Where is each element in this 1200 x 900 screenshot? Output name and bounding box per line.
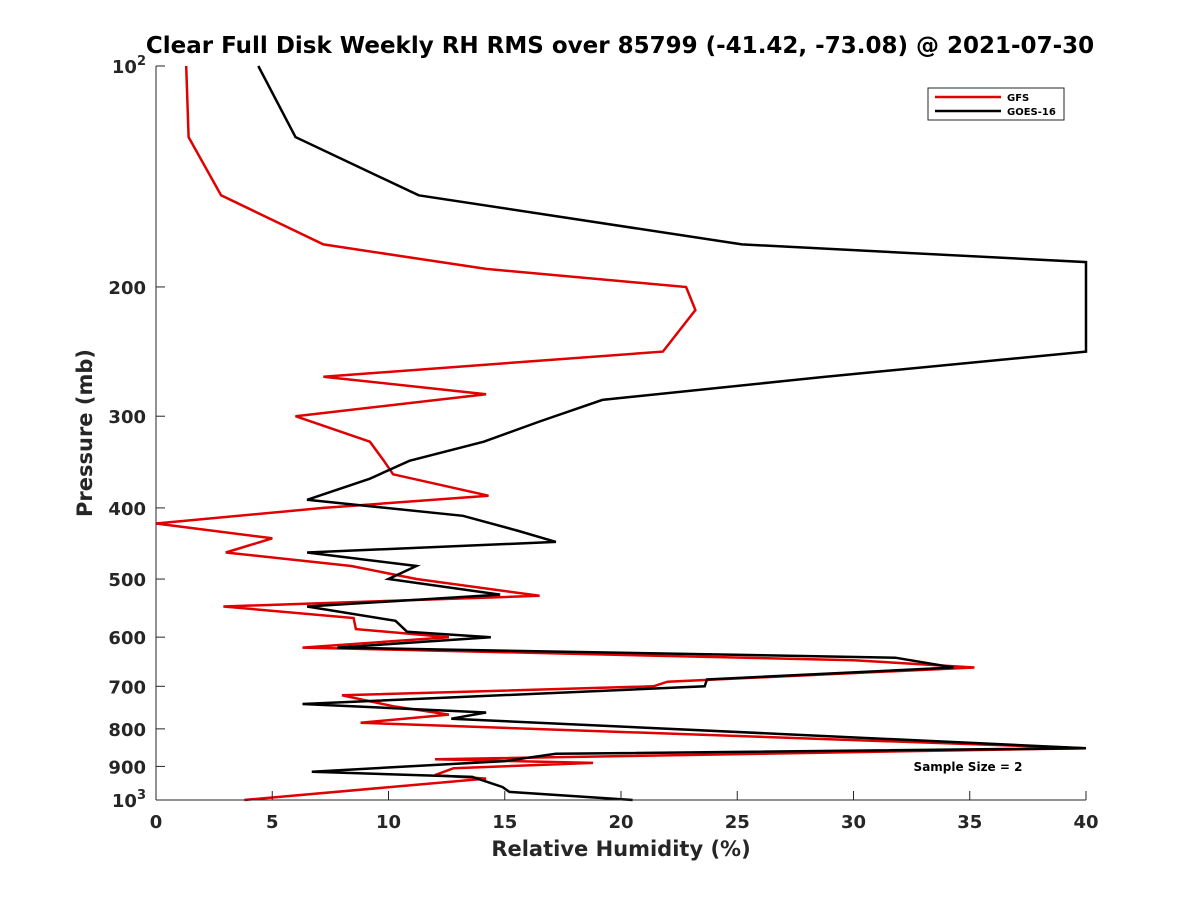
plot-background xyxy=(156,66,1086,800)
y-tick-label: 600 xyxy=(108,628,146,649)
legend-label-goes-16: GOES-16 xyxy=(1007,107,1056,118)
x-tick-label: 15 xyxy=(492,812,517,833)
y-tick-label: 200 xyxy=(108,278,146,299)
plot-area: 0 5 10 15 20 25 30 35 40 102 200 300 400 500 600 700 80… xyxy=(108,54,1098,833)
x-axis-label: Relative Humidity (%) xyxy=(491,837,750,861)
series-line-gfs xyxy=(155,65,1087,802)
x-axis-ticks: 0 5 10 15 20 25 30 35 40 xyxy=(150,791,1099,833)
x-tick-label: 0 xyxy=(150,812,163,833)
y-tick-label: 102 xyxy=(112,54,146,78)
y-axis-ticks: 102 200 300 400 500 600 700 800 900 103 xyxy=(108,54,165,812)
x-tick-label: 20 xyxy=(608,812,633,833)
y-tick-label: 800 xyxy=(108,720,146,741)
x-tick-label: 40 xyxy=(1073,812,1098,833)
y-tick-label: 500 xyxy=(108,570,146,591)
y-tick-label: 300 xyxy=(108,407,146,428)
y-axis-label: Pressure (mb) xyxy=(73,349,97,517)
chart-title: Clear Full Disk Weekly RH RMS over 85799… xyxy=(146,33,1094,59)
x-tick-label: 10 xyxy=(376,812,401,833)
x-tick-label: 25 xyxy=(725,812,750,833)
y-tick-label: 700 xyxy=(108,677,146,698)
series-line-goes-16 xyxy=(257,65,1088,802)
legend: GFS GOES-16 xyxy=(927,87,1065,121)
legend-box xyxy=(927,87,1065,121)
y-tick-label: 900 xyxy=(108,757,146,778)
x-tick-label: 35 xyxy=(957,812,982,833)
sample-size-annotation: Sample Size = 2 xyxy=(914,760,1023,774)
series-layer xyxy=(155,65,1088,802)
x-tick-label: 5 xyxy=(266,812,279,833)
y-tick-label: 103 xyxy=(112,788,146,812)
y-tick-label: 400 xyxy=(108,499,146,520)
x-tick-label: 30 xyxy=(841,812,866,833)
legend-label-gfs: GFS xyxy=(1007,93,1029,104)
